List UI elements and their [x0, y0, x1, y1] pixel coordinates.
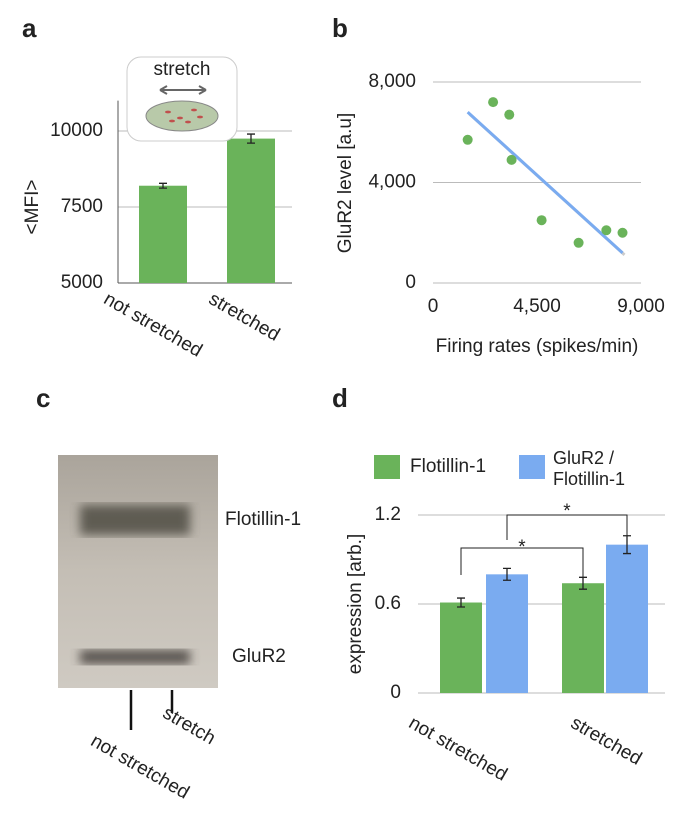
- point: [506, 154, 517, 165]
- y-axis-label: GluR2 level [a.u]: [335, 113, 356, 253]
- icon-cell: [169, 119, 175, 123]
- y-tick-label: 7500: [61, 196, 103, 217]
- point: [462, 134, 473, 145]
- error-bar: [457, 597, 465, 608]
- x-tick-label: stretched: [567, 712, 645, 769]
- x-tick-label: 0: [428, 296, 439, 317]
- bracket: [506, 514, 628, 540]
- bar: [606, 544, 648, 693]
- bar: [139, 185, 187, 283]
- point: [504, 109, 515, 120]
- error-bar: [247, 133, 255, 144]
- panel-label: c: [36, 383, 50, 413]
- point: [488, 97, 499, 108]
- annotation: *: [518, 537, 526, 558]
- x-tick-label: not stretched: [100, 288, 206, 361]
- legend-swatch: [374, 455, 400, 479]
- point: [573, 237, 584, 248]
- legend-swatch: [519, 455, 545, 479]
- panel-label: d: [332, 383, 348, 413]
- lane-marks: [129, 690, 174, 730]
- x-axis-label: Firing rates (spikes/min): [436, 336, 639, 357]
- bar: [227, 138, 275, 283]
- x-tick-label: 9,000: [617, 296, 665, 317]
- band-label: Flotillin-1: [225, 509, 301, 530]
- panel-label: a: [22, 13, 37, 43]
- icon-label: stretch: [153, 59, 210, 80]
- lane-label: stretch: [159, 702, 219, 749]
- legend-label: GluR2 / Flotillin-1: [553, 448, 626, 489]
- annotation: *: [563, 501, 571, 522]
- icon-cell: [165, 110, 171, 114]
- x-tick-label: not stretched: [405, 712, 511, 785]
- y-axis-label: <MFI>: [22, 180, 43, 235]
- y-tick-label: 4,000: [368, 172, 416, 193]
- error-bar: [503, 567, 511, 581]
- error-bar: [159, 182, 167, 189]
- point: [536, 215, 547, 226]
- legend-label: Flotillin-1: [410, 456, 486, 477]
- y-tick-label: 5000: [61, 272, 103, 293]
- bar: [440, 602, 482, 693]
- bar: [562, 583, 604, 693]
- icon-dish: [145, 100, 219, 132]
- y-tick-label: 0: [390, 682, 401, 703]
- panel-label: b: [332, 13, 348, 43]
- blot: [58, 455, 218, 688]
- x-tick-label: 4,500: [513, 296, 561, 317]
- y-tick-label: 8,000: [368, 71, 416, 92]
- point: [601, 225, 612, 236]
- band-label: GluR2: [232, 646, 286, 667]
- y-tick-label: 0: [405, 272, 416, 293]
- x-tick-label: stretched: [205, 288, 283, 345]
- icon-arrow: [159, 85, 207, 95]
- y-tick-label: 1.2: [375, 504, 401, 525]
- icon-cell: [185, 120, 191, 124]
- bar: [486, 574, 528, 693]
- icon-cell: [191, 108, 197, 112]
- icon-cell: [177, 116, 183, 120]
- point: [617, 227, 628, 238]
- lane-label: not stretched: [87, 730, 193, 803]
- y-tick-label: 10000: [50, 120, 103, 141]
- band: [80, 505, 190, 535]
- y-tick-label: 0.6: [375, 593, 401, 614]
- y-axis-label: expression [arb.]: [345, 534, 366, 674]
- bracket: [460, 547, 584, 582]
- trend-line: [466, 111, 624, 254]
- band: [80, 650, 190, 664]
- icon-cell: [197, 115, 203, 119]
